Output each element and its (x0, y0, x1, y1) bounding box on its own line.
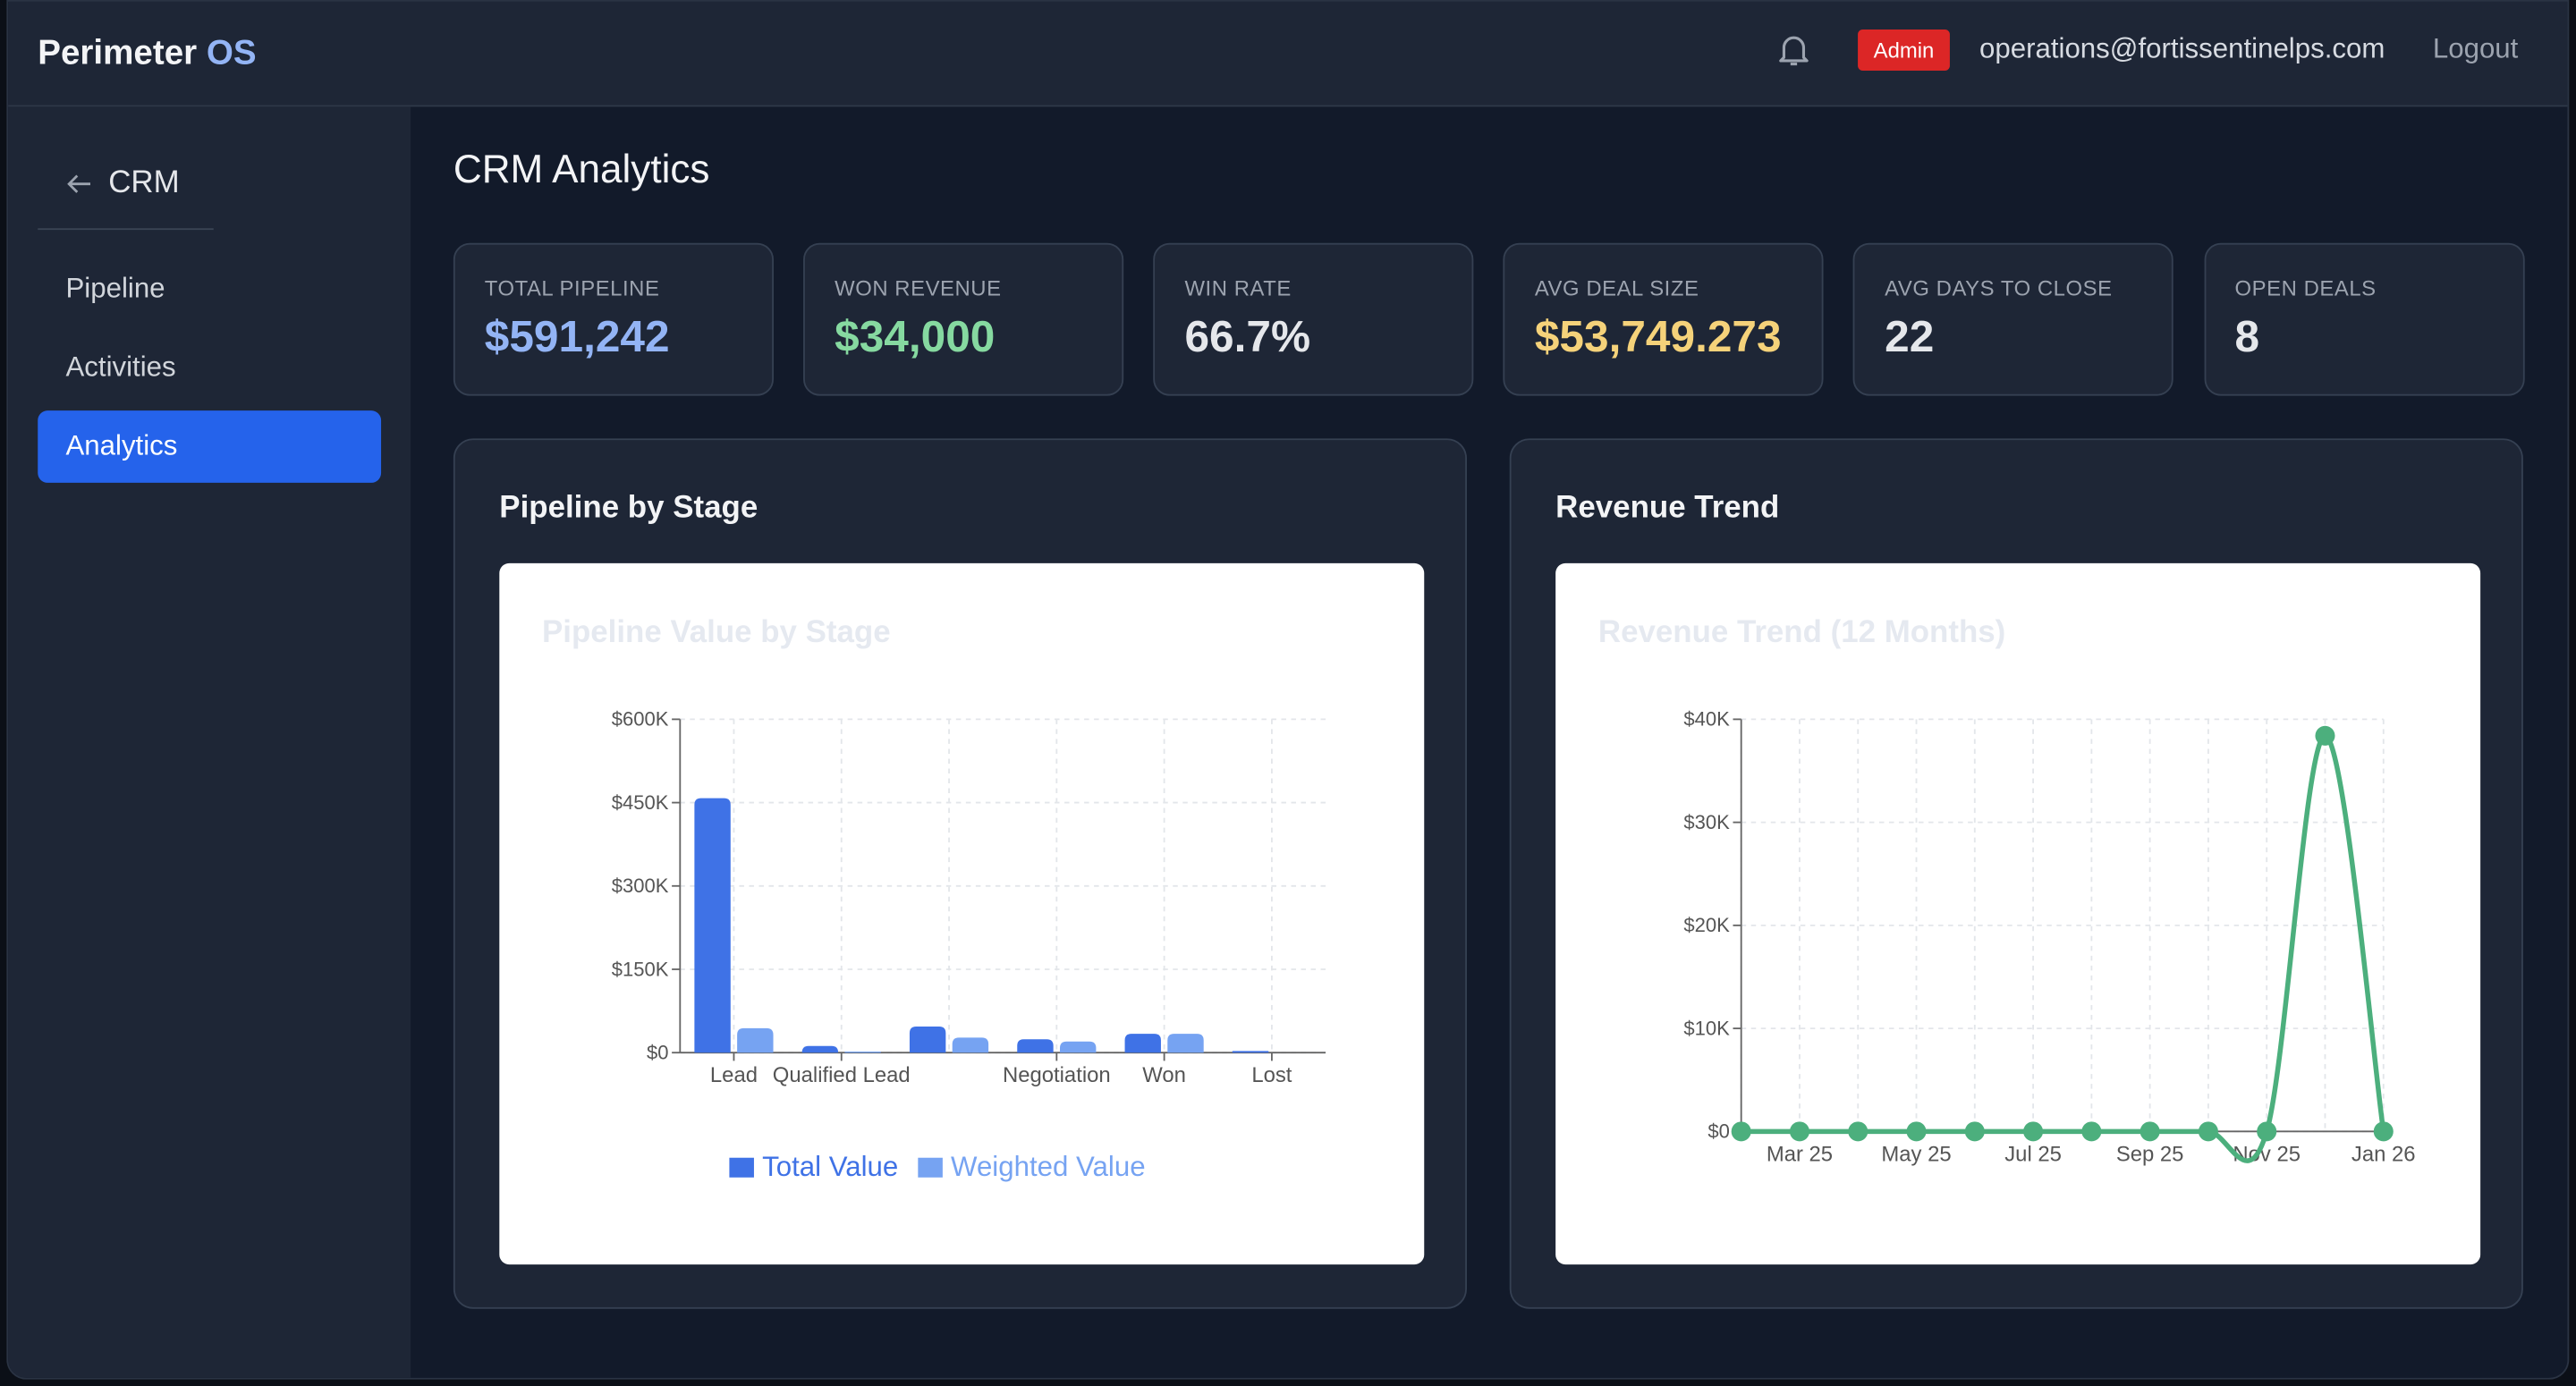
legend-swatch (729, 1157, 754, 1178)
chart-title: Pipeline Value by Stage (542, 614, 891, 649)
kpi-label: WIN RATE (1184, 275, 1292, 301)
y-tick-label: $600K (612, 708, 669, 731)
brand-accent: OS (206, 34, 257, 72)
bar (737, 1027, 774, 1053)
y-tick-label: $30K (1683, 811, 1730, 833)
top-bar: Perimeter OS Admin operations@fortissent… (8, 1, 2568, 107)
point (1906, 1121, 1927, 1142)
chart-title: Revenue Trend (12 Months) (1598, 614, 2005, 649)
x-tick-label: Qualified Lead (773, 1063, 911, 1087)
back-arrow (67, 174, 91, 193)
card-title: Revenue Trend (1555, 491, 1780, 526)
legend-label: Total Value (762, 1151, 898, 1182)
bar (1124, 1034, 1161, 1053)
bar (1017, 1039, 1054, 1053)
back-label: CRM (108, 165, 180, 201)
kpi-value: $53,749.273 (1534, 311, 1782, 362)
x-tick-label: Won (1142, 1063, 1186, 1087)
point (2373, 1121, 2394, 1142)
x-tick-label: May 25 (1881, 1142, 1951, 1166)
kpi-card: AVG DEAL SIZE $53,749.273 (1503, 242, 1825, 396)
nav-item[interactable]: Pipeline (65, 272, 165, 304)
y-tick-label: $150K (612, 958, 669, 980)
x-tick-label: Jan 26 (2351, 1142, 2416, 1166)
y-tick-label: $20K (1683, 914, 1730, 936)
kpi-label: AVG DEAL SIZE (1534, 275, 1699, 301)
point (1789, 1121, 1809, 1142)
kpi-card: TOTAL PIPELINE $591,242 (453, 242, 774, 396)
kpi-value: 8 (2234, 311, 2260, 362)
x-tick-label: Sep 25 (2116, 1142, 2184, 1166)
sidebar: CRM Pipeline Activities Analytics (8, 106, 411, 1378)
x-tick-label: Lead (710, 1063, 758, 1087)
x-tick-label: Negotiation (1003, 1063, 1111, 1087)
y-tick-label: $10K (1683, 1017, 1730, 1039)
kpi-label: TOTAL PIPELINE (484, 275, 660, 301)
window: Perimeter OS Admin operations@fortissent… (6, 0, 2570, 1380)
bar (1060, 1041, 1097, 1053)
legend-label: Weighted Value (951, 1151, 1146, 1182)
y-tick-label: $40K (1683, 708, 1730, 731)
brand: Perimeter OS (38, 35, 256, 74)
point (2140, 1121, 2160, 1142)
x-tick-label: Nov 25 (2233, 1142, 2301, 1166)
kpi-label: OPEN DEALS (2234, 275, 2377, 301)
bar (801, 1045, 839, 1053)
point (2023, 1121, 2044, 1142)
user-email: operations@fortissentinelps.com (1979, 32, 2385, 64)
kpi-value: $34,000 (835, 311, 996, 362)
point (2257, 1121, 2277, 1142)
back-link[interactable]: CRM (65, 165, 180, 201)
point (2198, 1121, 2218, 1142)
point (1848, 1121, 1868, 1142)
y-tick-label: $0 (647, 1042, 669, 1064)
logout-button[interactable]: Logout (2432, 32, 2519, 64)
chart-panel: Pipeline Value by Stage $0 $150K $300K $450K… (499, 562, 1425, 1265)
chart-panel: Revenue Trend (12 Months) $0 $10K $20K $30K $… (1555, 562, 2481, 1265)
kpi-label: AVG DAYS TO CLOSE (1885, 275, 2113, 301)
chart-card: Pipeline by Stage Pipeline Value by Stag… (453, 438, 1467, 1309)
point (1731, 1121, 1751, 1142)
chart-card: Revenue Trend Revenue Trend (12 Months) $… (1509, 438, 2523, 1309)
line (1741, 733, 2386, 1163)
page-title: CRM Analytics (453, 148, 710, 192)
kpi-value: $591,242 (484, 311, 670, 362)
kpi-card: WIN RATE 66.7% (1153, 242, 1474, 396)
x-tick-label: Jul 25 (2004, 1142, 2062, 1166)
chart: Revenue Trend (12 Months) $0 $10K $20K $30K $… (1598, 614, 2416, 1166)
kpi-card: AVG DAYS TO CLOSE 22 (1853, 242, 2174, 396)
nav-item[interactable]: Analytics (38, 410, 382, 483)
bar (952, 1037, 989, 1053)
nav-item[interactable]: Activities (65, 351, 176, 383)
kpi-card: OPEN DEALS 8 (2203, 242, 2524, 396)
kpi-label: WON REVENUE (835, 275, 1002, 301)
x-tick-label: Mar 25 (1767, 1142, 1833, 1166)
y-tick-label: $450K (612, 791, 669, 814)
bar (694, 798, 731, 1053)
card-title: Pipeline by Stage (499, 491, 758, 526)
y-tick-label: $300K (612, 875, 669, 897)
chart: Pipeline Value by Stage $0 $150K $300K $450K… (542, 614, 1326, 1182)
x-tick-label: Lost (1251, 1063, 1292, 1087)
y-tick-label: $0 (1707, 1120, 1730, 1143)
divider (38, 228, 214, 231)
point (2081, 1121, 2102, 1142)
point (2315, 725, 2335, 746)
kpi-value: 22 (1885, 311, 1935, 362)
point (1964, 1121, 1985, 1142)
kpi-value: 66.7% (1184, 311, 1311, 362)
role-badge: Admin (1858, 30, 1950, 71)
bar (909, 1026, 946, 1053)
notifications-button[interactable] (1774, 30, 1813, 69)
kpi-card: WON REVENUE $34,000 (803, 242, 1124, 396)
bar (1167, 1034, 1204, 1053)
legend-swatch (918, 1157, 943, 1178)
brand-name: Perimeter (38, 34, 198, 72)
bar (1232, 1051, 1269, 1053)
